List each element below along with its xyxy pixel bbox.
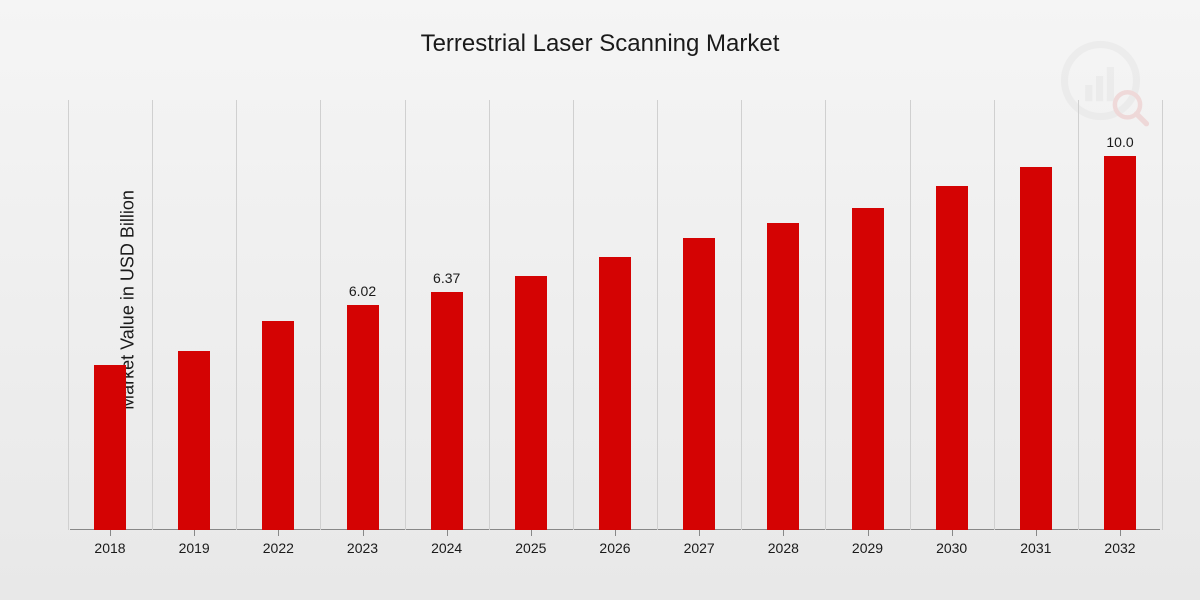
bar xyxy=(852,208,884,530)
x-tick-mark xyxy=(278,530,279,536)
gridline xyxy=(825,100,826,530)
gridline xyxy=(573,100,574,530)
gridline xyxy=(910,100,911,530)
x-tick-label: 2029 xyxy=(838,540,898,556)
bar xyxy=(431,292,463,530)
bar-value-label: 6.02 xyxy=(333,283,393,299)
bar xyxy=(94,365,126,530)
plot-area: 2018201920226.0220236.372024202520262027… xyxy=(70,100,1160,530)
bar xyxy=(347,305,379,530)
x-tick-mark xyxy=(194,530,195,536)
x-tick-mark xyxy=(868,530,869,536)
x-tick-label: 2025 xyxy=(501,540,561,556)
x-tick-mark xyxy=(952,530,953,536)
x-tick-mark xyxy=(615,530,616,536)
bar-value-label: 6.37 xyxy=(417,270,477,286)
gridline xyxy=(236,100,237,530)
x-tick-mark xyxy=(699,530,700,536)
bar-value-label: 10.0 xyxy=(1090,134,1150,150)
gridline xyxy=(1078,100,1079,530)
x-tick-mark xyxy=(447,530,448,536)
x-tick-mark xyxy=(110,530,111,536)
bar xyxy=(515,276,547,530)
x-tick-mark xyxy=(531,530,532,536)
gridline xyxy=(405,100,406,530)
x-tick-label: 2022 xyxy=(248,540,308,556)
x-tick-label: 2018 xyxy=(80,540,140,556)
gridline xyxy=(489,100,490,530)
x-tick-label: 2028 xyxy=(753,540,813,556)
x-tick-label: 2023 xyxy=(333,540,393,556)
gridline xyxy=(741,100,742,530)
x-tick-label: 2019 xyxy=(164,540,224,556)
bar xyxy=(599,257,631,530)
x-tick-mark xyxy=(1036,530,1037,536)
x-tick-label: 2032 xyxy=(1090,540,1150,556)
gridline xyxy=(657,100,658,530)
gridline xyxy=(320,100,321,530)
x-tick-mark xyxy=(783,530,784,536)
gridline xyxy=(1162,100,1163,530)
gridline xyxy=(68,100,69,530)
x-tick-label: 2026 xyxy=(585,540,645,556)
bar xyxy=(936,186,968,530)
x-tick-label: 2027 xyxy=(669,540,729,556)
bar xyxy=(178,351,210,530)
x-tick-label: 2024 xyxy=(417,540,477,556)
gridline xyxy=(152,100,153,530)
x-tick-mark xyxy=(1120,530,1121,536)
x-tick-mark xyxy=(363,530,364,536)
chart-title: Terrestrial Laser Scanning Market xyxy=(0,30,1200,58)
x-tick-label: 2030 xyxy=(922,540,982,556)
gridline xyxy=(994,100,995,530)
bar xyxy=(262,321,294,530)
bar xyxy=(1020,167,1052,530)
x-tick-label: 2031 xyxy=(1006,540,1066,556)
bar xyxy=(1104,156,1136,530)
bar xyxy=(767,223,799,530)
bar xyxy=(683,238,715,530)
